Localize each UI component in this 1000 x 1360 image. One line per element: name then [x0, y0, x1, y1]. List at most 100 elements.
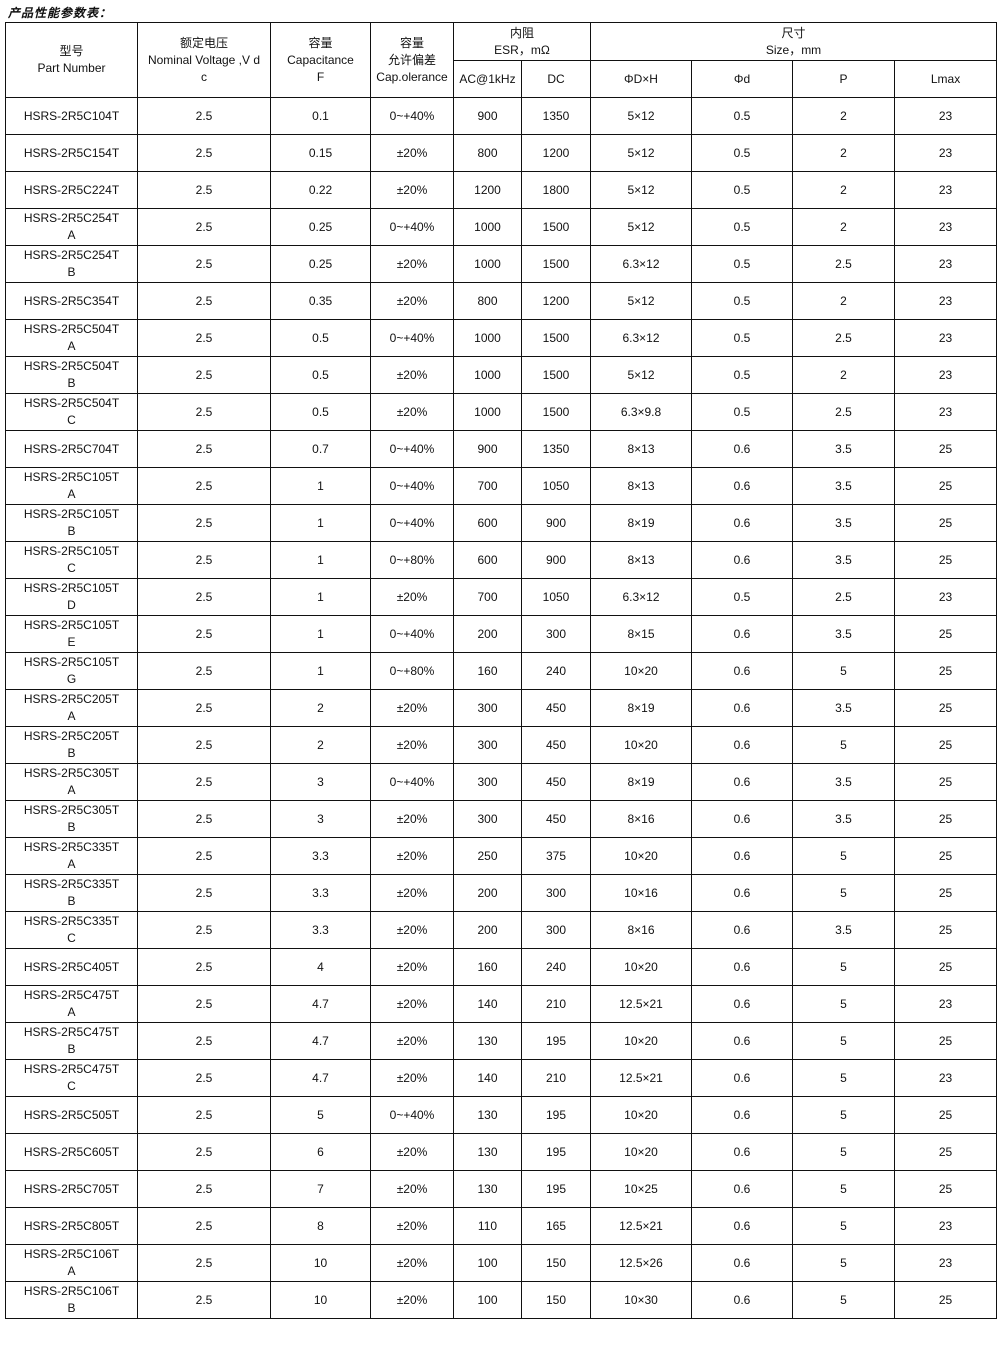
cell-size-p: 5	[792, 726, 895, 764]
cell-voltage: 2.5	[137, 911, 271, 949]
cell-size-dh: 6.3×12	[590, 319, 692, 357]
cell-size-lmax: 25	[893, 1170, 998, 1208]
cell-tolerance: ±20%	[370, 837, 454, 875]
cell-esr-dc: 300	[521, 615, 591, 653]
part-number-text: HSRS-2R5C105TG	[23, 655, 120, 686]
table-row: HSRS-2R5C805T 2.5 8 ±20% 110 165 12.5×21 0.6 5 23	[5, 1207, 998, 1245]
cell-capacitance: 1	[270, 615, 371, 653]
cell-esr-dc: 1350	[521, 430, 591, 468]
cell-size-p: 2	[792, 356, 895, 394]
cell-size-dh: 10×20	[590, 837, 692, 875]
cell-esr-ac: 800	[453, 282, 522, 320]
cell-size-lmax: 25	[893, 1281, 998, 1319]
table-row: HSRS-2R5C104T 2.5 0.1 0~+40% 900 1350 5×12 0.5 2…	[5, 97, 998, 135]
cell-part-number: HSRS-2R5C106TA	[5, 1244, 138, 1282]
cell-voltage: 2.5	[137, 393, 271, 431]
cell-size-lmax: 25	[893, 726, 998, 764]
cell-capacitance: 1	[270, 541, 371, 579]
cell-size-dh: 12.5×26	[590, 1244, 692, 1282]
table-row: HSRS-2R5C105TG 2.5 1 0~+80% 160 240 10×20 0.6 5 2…	[5, 652, 998, 690]
cell-size-dh: 8×19	[590, 689, 692, 727]
cell-part-number: HSRS-2R5C104T	[5, 97, 138, 135]
cell-esr-dc: 195	[521, 1170, 591, 1208]
cell-size-dh: 5×12	[590, 282, 692, 320]
cell-size-lmax: 25	[893, 800, 998, 838]
cell-size-dh: 8×13	[590, 541, 692, 579]
table-row: HSRS-2R5C224T 2.5 0.22 ±20% 1200 1800 5×12 0.5 2…	[5, 171, 998, 209]
cell-voltage: 2.5	[137, 1281, 271, 1319]
cell-size-lmax: 23	[893, 393, 998, 431]
cell-esr-dc: 1200	[521, 134, 591, 172]
cell-voltage: 2.5	[137, 1170, 271, 1208]
cell-size-d: 0.5	[691, 134, 793, 172]
cell-voltage: 2.5	[137, 1244, 271, 1282]
cell-esr-ac: 140	[453, 1059, 522, 1097]
cell-part-number: HSRS-2R5C105TA	[5, 467, 138, 505]
cell-voltage: 2.5	[137, 171, 271, 209]
cell-size-lmax: 25	[893, 948, 998, 986]
cell-size-lmax: 23	[893, 1244, 998, 1282]
cell-capacitance: 2	[270, 689, 371, 727]
cell-tolerance: ±20%	[370, 245, 454, 283]
cell-size-d: 0.6	[691, 615, 793, 653]
cell-esr-dc: 300	[521, 911, 591, 949]
cell-tolerance: ±20%	[370, 689, 454, 727]
cell-voltage: 2.5	[137, 1207, 271, 1245]
cell-capacitance: 0.5	[270, 393, 371, 431]
cell-part-number: HSRS-2R5C475TA	[5, 985, 138, 1023]
cell-part-number: HSRS-2R5C254TB	[5, 245, 138, 283]
cell-tolerance: ±20%	[370, 1244, 454, 1282]
cell-size-dh: 10×20	[590, 1133, 692, 1171]
cell-size-p: 2	[792, 134, 895, 172]
cell-capacitance: 0.35	[270, 282, 371, 320]
cell-part-number: HSRS-2R5C704T	[5, 430, 138, 468]
cell-esr-dc: 240	[521, 948, 591, 986]
part-number-text: HSRS-2R5C335TC	[23, 914, 120, 945]
cell-voltage: 2.5	[137, 319, 271, 357]
cell-part-number: HSRS-2R5C154T	[5, 134, 138, 172]
table-row: HSRS-2R5C504TB 2.5 0.5 ±20% 1000 1500 5×12 0.5 2…	[5, 356, 998, 394]
part-number-text: HSRS-2R5C405T	[23, 959, 120, 974]
cell-voltage: 2.5	[137, 652, 271, 690]
part-number-text: HSRS-2R5C224T	[23, 182, 120, 197]
table-row: HSRS-2R5C154T 2.5 0.15 ±20% 800 1200 5×12 0.5 2 2…	[5, 134, 998, 172]
cell-tolerance: ±20%	[370, 874, 454, 912]
cell-size-lmax: 25	[893, 430, 998, 468]
cell-esr-ac: 600	[453, 504, 522, 542]
cell-tolerance: ±20%	[370, 1059, 454, 1097]
table-row: HSRS-2R5C105TD 2.5 1 ±20% 700 1050 6.3×12 0.5 2.…	[5, 578, 998, 616]
cell-esr-dc: 300	[521, 874, 591, 912]
cell-part-number: HSRS-2R5C504TC	[5, 393, 138, 431]
cell-size-p: 5	[792, 1281, 895, 1319]
cell-esr-dc: 1500	[521, 393, 591, 431]
cell-size-p: 3.5	[792, 763, 895, 801]
cell-size-dh: 8×16	[590, 800, 692, 838]
cell-esr-ac: 1000	[453, 319, 522, 357]
cell-esr-ac: 1200	[453, 171, 522, 209]
cell-tolerance: ±20%	[370, 171, 454, 209]
cell-tolerance: ±20%	[370, 985, 454, 1023]
cell-size-p: 2	[792, 208, 895, 246]
cell-tolerance: ±20%	[370, 134, 454, 172]
cell-esr-ac: 1000	[453, 245, 522, 283]
header-esr-ac: AC@1kHz	[453, 60, 522, 98]
cell-esr-ac: 300	[453, 726, 522, 764]
cell-tolerance: 0~+40%	[370, 97, 454, 135]
cell-tolerance: ±20%	[370, 282, 454, 320]
cell-size-d: 0.5	[691, 319, 793, 357]
cell-size-dh: 5×12	[590, 208, 692, 246]
cell-size-d: 0.6	[691, 1096, 793, 1134]
cell-size-p: 3.5	[792, 467, 895, 505]
cell-size-dh: 10×25	[590, 1170, 692, 1208]
cell-tolerance: ±20%	[370, 1133, 454, 1171]
cell-size-d: 0.6	[691, 874, 793, 912]
cell-esr-ac: 140	[453, 985, 522, 1023]
cell-size-d: 0.6	[691, 800, 793, 838]
table-row: HSRS-2R5C106TB 2.5 10 ±20% 100 150 10×30 0.6 5 25	[5, 1281, 998, 1319]
cell-tolerance: 0~+40%	[370, 430, 454, 468]
cell-size-lmax: 25	[893, 1022, 998, 1060]
cell-tolerance: 0~+40%	[370, 319, 454, 357]
cell-size-dh: 12.5×21	[590, 1059, 692, 1097]
cell-voltage: 2.5	[137, 245, 271, 283]
cell-size-dh: 6.3×12	[590, 578, 692, 616]
